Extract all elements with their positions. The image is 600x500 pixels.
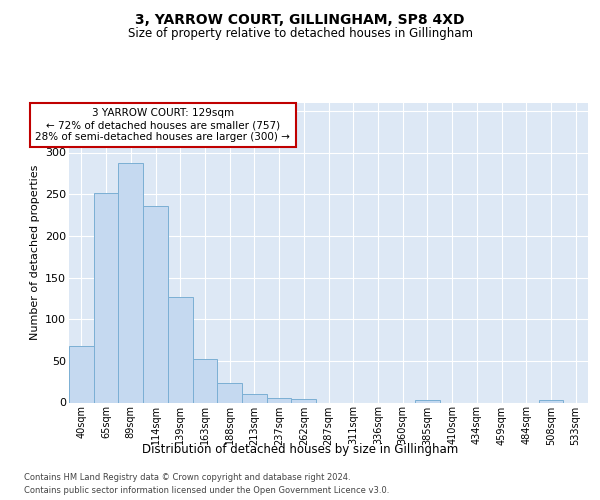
- Bar: [94, 194, 118, 402]
- Bar: [193, 359, 217, 403]
- Text: Contains HM Land Registry data © Crown copyright and database right 2024.: Contains HM Land Registry data © Crown c…: [24, 472, 350, 482]
- Text: Contains public sector information licensed under the Open Government Licence v3: Contains public sector information licen…: [24, 486, 389, 495]
- Bar: [415, 400, 440, 402]
- Bar: [267, 398, 292, 402]
- Text: 3 YARROW COURT: 129sqm
← 72% of detached houses are smaller (757)
28% of semi-de: 3 YARROW COURT: 129sqm ← 72% of detached…: [35, 108, 290, 142]
- Bar: [168, 296, 193, 403]
- Text: Distribution of detached houses by size in Gillingham: Distribution of detached houses by size …: [142, 442, 458, 456]
- Bar: [118, 164, 143, 402]
- Bar: [539, 400, 563, 402]
- Y-axis label: Number of detached properties: Number of detached properties: [29, 165, 40, 340]
- Bar: [292, 399, 316, 402]
- Bar: [143, 206, 168, 402]
- Bar: [242, 394, 267, 402]
- Bar: [217, 384, 242, 402]
- Text: Size of property relative to detached houses in Gillingham: Size of property relative to detached ho…: [128, 28, 473, 40]
- Bar: [69, 346, 94, 403]
- Text: 3, YARROW COURT, GILLINGHAM, SP8 4XD: 3, YARROW COURT, GILLINGHAM, SP8 4XD: [135, 12, 465, 26]
